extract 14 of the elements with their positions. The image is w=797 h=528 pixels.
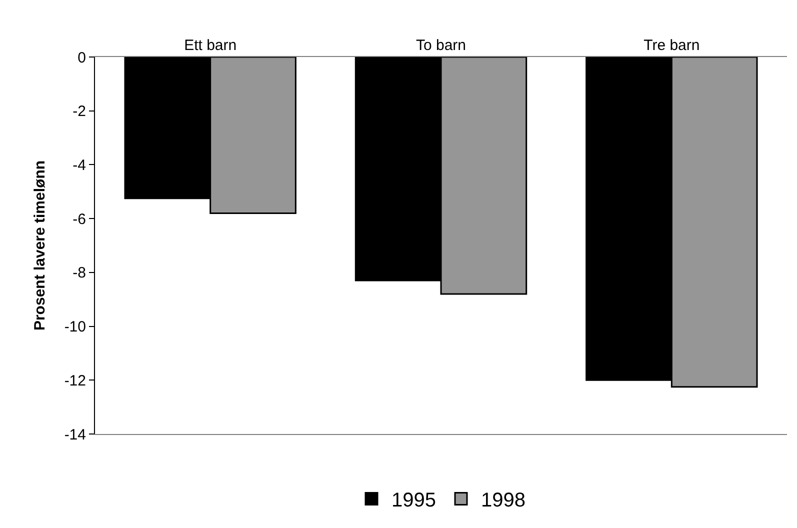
y-tick-label: 0 [78, 49, 86, 66]
y-axis-title: Prosent lavere timelønn [32, 160, 49, 331]
legend-label: 1998 [481, 490, 526, 512]
x-tick-label: Tre barn [644, 37, 700, 54]
y-tick-label: -4 [72, 156, 86, 174]
x-tick-label: To barn [416, 37, 466, 54]
y-tick-label: -8 [72, 264, 86, 282]
x-tick-label: Ett barn [184, 37, 237, 54]
y-tick-label: -10 [64, 318, 86, 336]
y-tick-label: -6 [72, 210, 86, 228]
y-tick-label: -12 [64, 372, 86, 390]
y-tick-label: -2 [72, 103, 86, 120]
y-tick-label: -14 [64, 426, 86, 444]
legend-label: 1995 [392, 490, 436, 512]
